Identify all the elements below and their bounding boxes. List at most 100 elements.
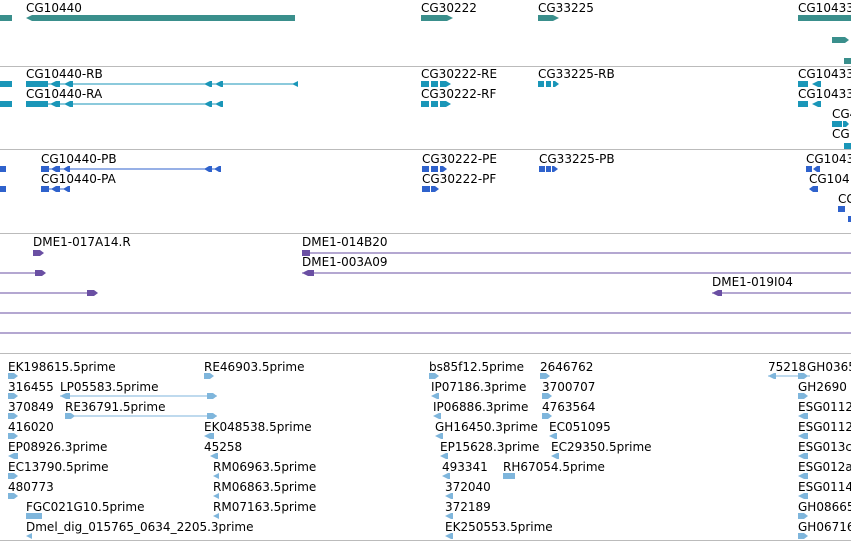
- protein-label[interactable]: CG10440-PA: [41, 172, 117, 186]
- transcript-exon[interactable]: [798, 101, 808, 107]
- transcript-exon[interactable]: [292, 81, 298, 87]
- est-label[interactable]: RM07163.5prime: [213, 500, 316, 514]
- est-feature[interactable]: [204, 373, 214, 379]
- est-feature[interactable]: [431, 393, 439, 399]
- est-label[interactable]: RH67054.5prime: [503, 460, 605, 474]
- protein-feature[interactable]: [51, 186, 60, 192]
- protein-label[interactable]: CG30222-PE: [422, 152, 497, 166]
- protein-label[interactable]: CG30222-PF: [422, 172, 496, 186]
- est-label[interactable]: GH2690: [798, 380, 847, 394]
- est-feature[interactable]: [8, 453, 18, 459]
- est-label[interactable]: GH0365: [807, 360, 851, 374]
- est-label[interactable]: RM06863.5prime: [213, 480, 316, 494]
- est-feature[interactable]: [204, 433, 214, 439]
- est-label[interactable]: IP06886.3prime: [433, 400, 528, 414]
- est-label[interactable]: EP15628.3prime: [440, 440, 539, 454]
- est-label[interactable]: 4763564: [542, 400, 595, 414]
- transcript-exon[interactable]: [538, 81, 544, 87]
- protein-feature[interactable]: [422, 186, 430, 192]
- transcript-exon[interactable]: [26, 101, 48, 107]
- transcript-exon[interactable]: [64, 81, 73, 87]
- transcript-label[interactable]: CG: [832, 127, 850, 141]
- est-label[interactable]: 2646762: [540, 360, 593, 374]
- est-label[interactable]: 493341: [442, 460, 488, 474]
- gene-feature[interactable]: [26, 15, 295, 21]
- transcript-label[interactable]: CG30222-RE: [421, 67, 497, 81]
- transcript-exon[interactable]: [431, 81, 438, 87]
- est-label[interactable]: 316455: [8, 380, 54, 394]
- est-feature[interactable]: [542, 393, 552, 399]
- clone-label[interactable]: DME1-014B20: [302, 235, 388, 249]
- est-feature[interactable]: [8, 413, 18, 419]
- clone-feature[interactable]: [302, 270, 314, 276]
- gene-feature[interactable]: [832, 37, 849, 43]
- est-feature[interactable]: [445, 493, 453, 499]
- protein-feature[interactable]: [546, 166, 551, 172]
- est-label[interactable]: 370849: [8, 400, 54, 414]
- est-label[interactable]: ESG0112: [798, 400, 851, 414]
- transcript-exon[interactable]: [0, 81, 12, 87]
- est-label[interactable]: ESG0114: [798, 480, 851, 494]
- transcript-exon[interactable]: [844, 143, 851, 149]
- est-feature[interactable]: [8, 473, 18, 479]
- est-feature[interactable]: [8, 393, 18, 399]
- est-feature[interactable]: [213, 513, 219, 519]
- est-feature[interactable]: [551, 453, 559, 459]
- protein-feature[interactable]: [552, 166, 558, 172]
- protein-label[interactable]: CG33225-PB: [539, 152, 615, 166]
- clone-label[interactable]: DME1-003A09: [302, 255, 388, 269]
- clone-label[interactable]: DME1-019I04: [712, 275, 793, 289]
- est-label[interactable]: 372040: [445, 480, 491, 494]
- protein-label[interactable]: CG104: [809, 172, 850, 186]
- protein-feature[interactable]: [440, 166, 447, 172]
- est-feature[interactable]: [798, 513, 808, 519]
- est-feature[interactable]: [442, 473, 450, 479]
- est-feature[interactable]: [207, 413, 217, 419]
- protein-feature[interactable]: [0, 186, 6, 192]
- protein-feature[interactable]: [813, 166, 820, 172]
- est-feature[interactable]: [65, 413, 75, 419]
- protein-feature[interactable]: [41, 186, 49, 192]
- est-label[interactable]: ESG013c: [798, 440, 851, 454]
- transcript-label[interactable]: CG10433: [798, 67, 851, 81]
- est-feature[interactable]: [435, 433, 443, 439]
- protein-feature[interactable]: [204, 166, 212, 172]
- protein-feature[interactable]: [809, 186, 818, 192]
- protein-feature[interactable]: [214, 166, 221, 172]
- est-label[interactable]: RE46903.5prime: [204, 360, 305, 374]
- est-feature[interactable]: [213, 473, 219, 479]
- protein-feature[interactable]: [422, 166, 429, 172]
- transcript-exon[interactable]: [812, 101, 821, 107]
- est-feature[interactable]: [549, 433, 557, 439]
- clone-feature[interactable]: [35, 270, 46, 276]
- est-feature[interactable]: [503, 473, 515, 479]
- est-label[interactable]: Dmel_dig_015765_0634_2205.3prime: [26, 520, 254, 534]
- transcript-exon[interactable]: [832, 121, 842, 127]
- est-feature[interactable]: [207, 393, 217, 399]
- est-label[interactable]: EK198615.5prime: [8, 360, 116, 374]
- protein-label[interactable]: CG1043: [806, 152, 851, 166]
- est-label[interactable]: EC13790.5prime: [8, 460, 109, 474]
- est-label[interactable]: 45258: [204, 440, 242, 454]
- transcript-exon[interactable]: [421, 101, 429, 107]
- transcript-exon[interactable]: [546, 81, 551, 87]
- est-label[interactable]: FGC021G10.5prime: [26, 500, 144, 514]
- protein-feature[interactable]: [0, 166, 6, 172]
- est-label[interactable]: ESG0112: [798, 420, 851, 434]
- protein-feature[interactable]: [539, 166, 545, 172]
- est-feature[interactable]: [798, 453, 808, 459]
- est-label[interactable]: EP08926.3prime: [8, 440, 107, 454]
- clone-feature[interactable]: [33, 250, 44, 256]
- est-label[interactable]: 416020: [8, 420, 54, 434]
- transcript-exon[interactable]: [204, 81, 212, 87]
- est-label[interactable]: EK048538.5prime: [204, 420, 312, 434]
- est-label[interactable]: RM06963.5prime: [213, 460, 316, 474]
- protein-feature[interactable]: [431, 166, 438, 172]
- est-feature[interactable]: [798, 413, 808, 419]
- est-feature[interactable]: [8, 493, 18, 499]
- est-label[interactable]: GH16450.3prime: [435, 420, 538, 434]
- est-feature[interactable]: [798, 393, 808, 399]
- est-label[interactable]: 75218: [768, 360, 806, 374]
- est-label[interactable]: EC051095: [549, 420, 611, 434]
- est-feature[interactable]: [60, 393, 70, 399]
